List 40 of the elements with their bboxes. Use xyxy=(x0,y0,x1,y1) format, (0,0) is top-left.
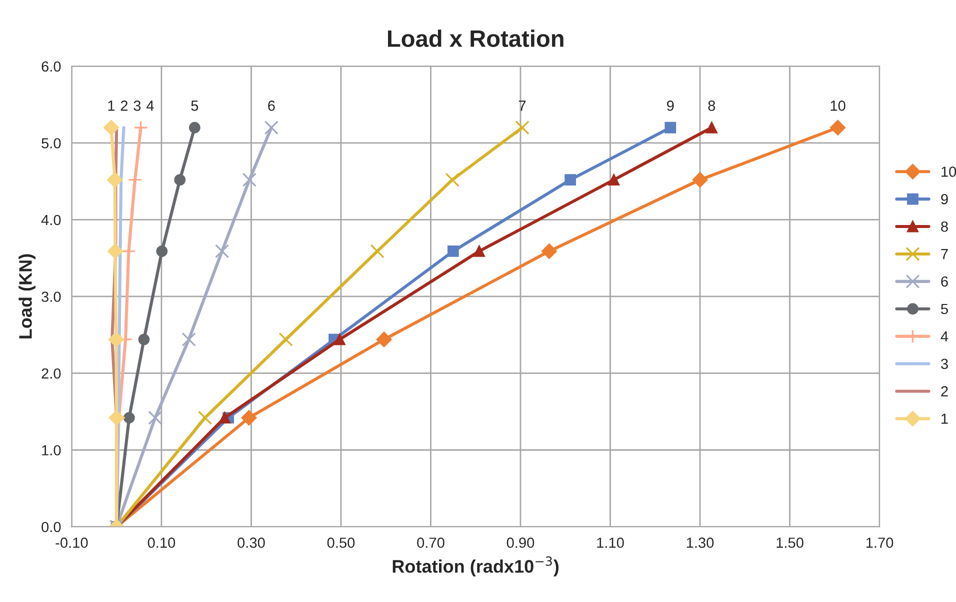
annotation: 8 xyxy=(708,100,716,111)
x-tick-label: 1.50 xyxy=(776,538,804,548)
x-tick-label: 0.50 xyxy=(327,538,355,548)
x-tick-label: 0.10 xyxy=(148,538,176,548)
x-tick-label: 0.30 xyxy=(238,538,265,548)
legend-label: 8 xyxy=(941,221,948,232)
legend-label: 4 xyxy=(940,331,948,342)
y-tick-label: 0.0 xyxy=(42,522,61,532)
x-tick-label: -0.10 xyxy=(56,538,88,548)
y-tick-label: 4.0 xyxy=(41,214,61,226)
x-tick-label: 1.10 xyxy=(597,538,624,548)
y-tick-label: 1.0 xyxy=(42,445,61,456)
x-tick-label: 1.70 xyxy=(866,538,894,548)
annotation: 10 xyxy=(830,100,846,111)
x-tick-label: 1.30 xyxy=(686,538,714,548)
annotation: 7 xyxy=(518,100,526,111)
annotation: 4 xyxy=(146,100,154,111)
x-tick-label: 0.70 xyxy=(417,538,444,548)
legend-label: 6 xyxy=(941,276,948,287)
legend-label: 2 xyxy=(941,386,948,396)
legend-label: 1 xyxy=(942,414,948,424)
legend-label: 5 xyxy=(941,304,948,314)
x-tick-label: 0.90 xyxy=(506,538,534,548)
annotation: 1 xyxy=(108,100,115,111)
y-axis-title: Load (KN) xyxy=(18,254,36,338)
y-tick-label: 2.0 xyxy=(42,368,61,379)
legend-label: 3 xyxy=(940,358,948,370)
annotation: 3 xyxy=(134,100,141,111)
chart-title: Load x Rotation xyxy=(388,30,564,48)
y-tick-label: 5.0 xyxy=(42,138,61,148)
annotation: 6 xyxy=(268,100,275,111)
annotation: 5 xyxy=(191,100,198,111)
legend-label: 10 xyxy=(942,166,956,177)
y-tick-label: 6.0 xyxy=(42,61,61,72)
x-axis-title: Rotation (radx10$^{−3}$) xyxy=(392,556,559,576)
legend-label: 9 xyxy=(941,194,948,204)
annotation: 2 xyxy=(120,100,128,111)
legend-label: 7 xyxy=(941,249,948,260)
y-tick-label: 3.0 xyxy=(42,292,61,302)
annotation: 9 xyxy=(667,100,674,111)
